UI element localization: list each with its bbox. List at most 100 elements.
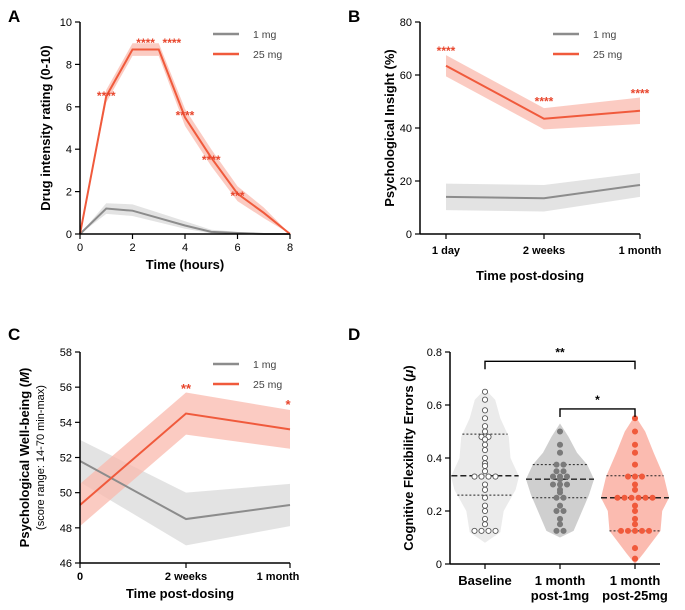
- legend-label-low: 1 mg: [253, 29, 277, 41]
- data-point: [638, 527, 646, 534]
- data-point: [553, 494, 560, 501]
- x-tick-label: post-1mg: [531, 588, 590, 603]
- data-point: [549, 473, 557, 480]
- data-point: [481, 407, 489, 414]
- y-tick-label: 0.8: [427, 347, 442, 359]
- data-point: [614, 494, 621, 501]
- legend-label-high: 25 mg: [253, 49, 282, 61]
- data-point: [478, 473, 485, 480]
- panel-label-C: C: [8, 325, 20, 344]
- data-point: [631, 545, 639, 552]
- data-point: [492, 473, 499, 480]
- data-point: [631, 486, 639, 493]
- y-axis-title-symbol: μ: [401, 369, 416, 378]
- data-point: [481, 436, 489, 443]
- x-tick-label: 1 month: [257, 571, 300, 583]
- significance-star: ****: [437, 44, 456, 58]
- y-axis-title: Cognitive Flexibility Errors (μ): [401, 365, 416, 551]
- data-point: [556, 428, 564, 435]
- legend-label-low: 1 mg: [593, 29, 617, 41]
- x-tick-label: 1 month: [610, 573, 661, 588]
- y-axis-subtitle: (score range: 14-70 min-max): [35, 385, 47, 530]
- series-line-low: [79, 460, 291, 521]
- y-tick-label: 48: [60, 523, 72, 535]
- y-tick-label: 0: [66, 229, 72, 241]
- y-tick-label: 0.6: [427, 400, 442, 412]
- y-axis-title-close: ): [17, 368, 32, 372]
- x-tick-label: 6: [234, 242, 240, 254]
- significance-star: ****: [176, 108, 195, 122]
- series-line-high: [445, 64, 641, 120]
- y-tick-label: 56: [60, 382, 72, 394]
- data-point: [556, 481, 564, 488]
- significance-star: ****: [136, 36, 155, 50]
- x-tick-label: 2 weeks: [165, 571, 207, 583]
- significance-star: ****: [202, 153, 221, 167]
- x-axis-title: Time post-dosing: [126, 586, 234, 601]
- data-point: [631, 481, 639, 488]
- y-tick-label: 0.2: [427, 506, 442, 518]
- data-point: [481, 486, 489, 493]
- significance-star: ***: [230, 189, 244, 203]
- data-point: [553, 507, 560, 515]
- data-point: [642, 494, 649, 501]
- significance-star: **: [181, 381, 192, 396]
- data-point: [624, 473, 632, 480]
- x-tick-label: 4: [182, 242, 188, 254]
- ci-band-high: [446, 55, 640, 130]
- data-point: [481, 494, 489, 501]
- y-tick-label: 8: [66, 59, 72, 71]
- data-point: [481, 521, 489, 528]
- data-point: [560, 507, 567, 515]
- data-point: [631, 521, 639, 528]
- data-point: [631, 428, 639, 435]
- y-tick-label: 54: [60, 417, 72, 429]
- ci-band-low: [446, 173, 640, 212]
- y-axis-title-close: ): [401, 365, 416, 369]
- panel-label-B: B: [348, 7, 360, 26]
- panel-label-D: D: [348, 325, 360, 344]
- data-point: [471, 527, 478, 534]
- data-point: [631, 527, 639, 534]
- data-point: [631, 441, 639, 448]
- data-point: [478, 527, 485, 534]
- data-point: [471, 473, 478, 480]
- x-axis-title: Time post-dosing: [476, 268, 584, 283]
- significance-star: ****: [535, 95, 554, 109]
- data-point: [485, 473, 492, 480]
- series-line-high: [79, 48, 291, 235]
- data-point: [549, 481, 557, 488]
- panel-b: 0 20 40 60 80 1 day 2 weeks 1 month **** **** ****…: [382, 17, 662, 283]
- y-tick-label: 46: [60, 558, 72, 570]
- data-point: [624, 527, 632, 534]
- y-axis-title: Drug intensity rating (0-10): [38, 45, 53, 210]
- data-point: [556, 502, 564, 509]
- data-point: [481, 396, 489, 403]
- data-point: [631, 507, 639, 515]
- data-point: [553, 461, 560, 468]
- data-point: [556, 521, 564, 528]
- x-tick-label: 2: [129, 242, 135, 254]
- data-point: [556, 449, 564, 456]
- significance-star: *: [285, 397, 291, 412]
- series-line-high: [79, 412, 291, 506]
- y-tick-label: 58: [60, 347, 72, 359]
- y-tick-label: 0: [406, 229, 412, 241]
- y-tick-label: 2: [66, 187, 72, 199]
- data-point: [638, 473, 646, 480]
- data-point: [631, 473, 639, 480]
- y-tick-label: 40: [400, 123, 412, 135]
- x-tick-label: 1 month: [535, 573, 586, 588]
- y-tick-label: 50: [60, 488, 72, 500]
- data-point: [492, 527, 499, 534]
- legend-label-high: 25 mg: [253, 379, 282, 391]
- data-point: [631, 555, 639, 562]
- data-point: [631, 502, 639, 509]
- data-point: [556, 515, 564, 523]
- y-tick-label: 52: [60, 453, 72, 465]
- data-point: [631, 461, 639, 468]
- x-tick-label: 0: [77, 571, 83, 583]
